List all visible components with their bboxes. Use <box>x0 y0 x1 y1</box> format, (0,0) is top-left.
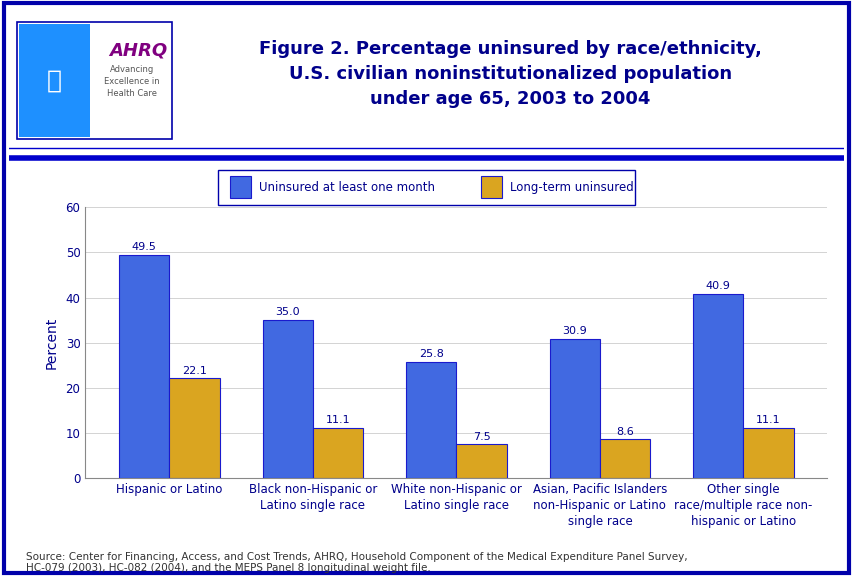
Text: 25.8: 25.8 <box>418 349 443 359</box>
Bar <box>262 320 313 478</box>
FancyBboxPatch shape <box>19 24 89 138</box>
Text: Advancing
Excellence in
Health Care: Advancing Excellence in Health Care <box>104 65 160 98</box>
Bar <box>549 339 599 478</box>
Text: Long-term uninsured: Long-term uninsured <box>509 181 633 194</box>
FancyBboxPatch shape <box>17 22 171 139</box>
Text: 🦅: 🦅 <box>47 69 62 93</box>
Bar <box>313 428 363 478</box>
Text: 7.5: 7.5 <box>472 431 490 442</box>
Text: 22.1: 22.1 <box>181 366 206 376</box>
Text: AHRQ: AHRQ <box>109 41 167 59</box>
Text: 35.0: 35.0 <box>275 308 300 317</box>
FancyBboxPatch shape <box>217 170 635 206</box>
Text: Source: Center for Financing, Access, and Cost Trends, AHRQ, Household Component: Source: Center for Financing, Access, an… <box>26 552 687 573</box>
Bar <box>599 439 649 478</box>
Y-axis label: Percent: Percent <box>44 317 59 369</box>
Text: Figure 2. Percentage uninsured by race/ethnicity,
U.S. civilian noninstitutional: Figure 2. Percentage uninsured by race/e… <box>258 40 761 108</box>
Bar <box>456 444 506 478</box>
FancyBboxPatch shape <box>230 176 250 199</box>
Bar <box>693 294 743 478</box>
Text: Uninsured at least one month: Uninsured at least one month <box>259 181 435 194</box>
Text: 11.1: 11.1 <box>325 415 350 425</box>
Text: 40.9: 40.9 <box>705 281 730 291</box>
FancyBboxPatch shape <box>481 176 501 199</box>
Text: 49.5: 49.5 <box>131 242 157 252</box>
Text: 8.6: 8.6 <box>615 427 633 437</box>
Bar <box>119 255 169 478</box>
Bar <box>743 428 792 478</box>
Bar <box>169 378 219 478</box>
Text: 11.1: 11.1 <box>756 415 780 425</box>
Text: 30.9: 30.9 <box>561 326 586 336</box>
Bar <box>406 362 456 478</box>
